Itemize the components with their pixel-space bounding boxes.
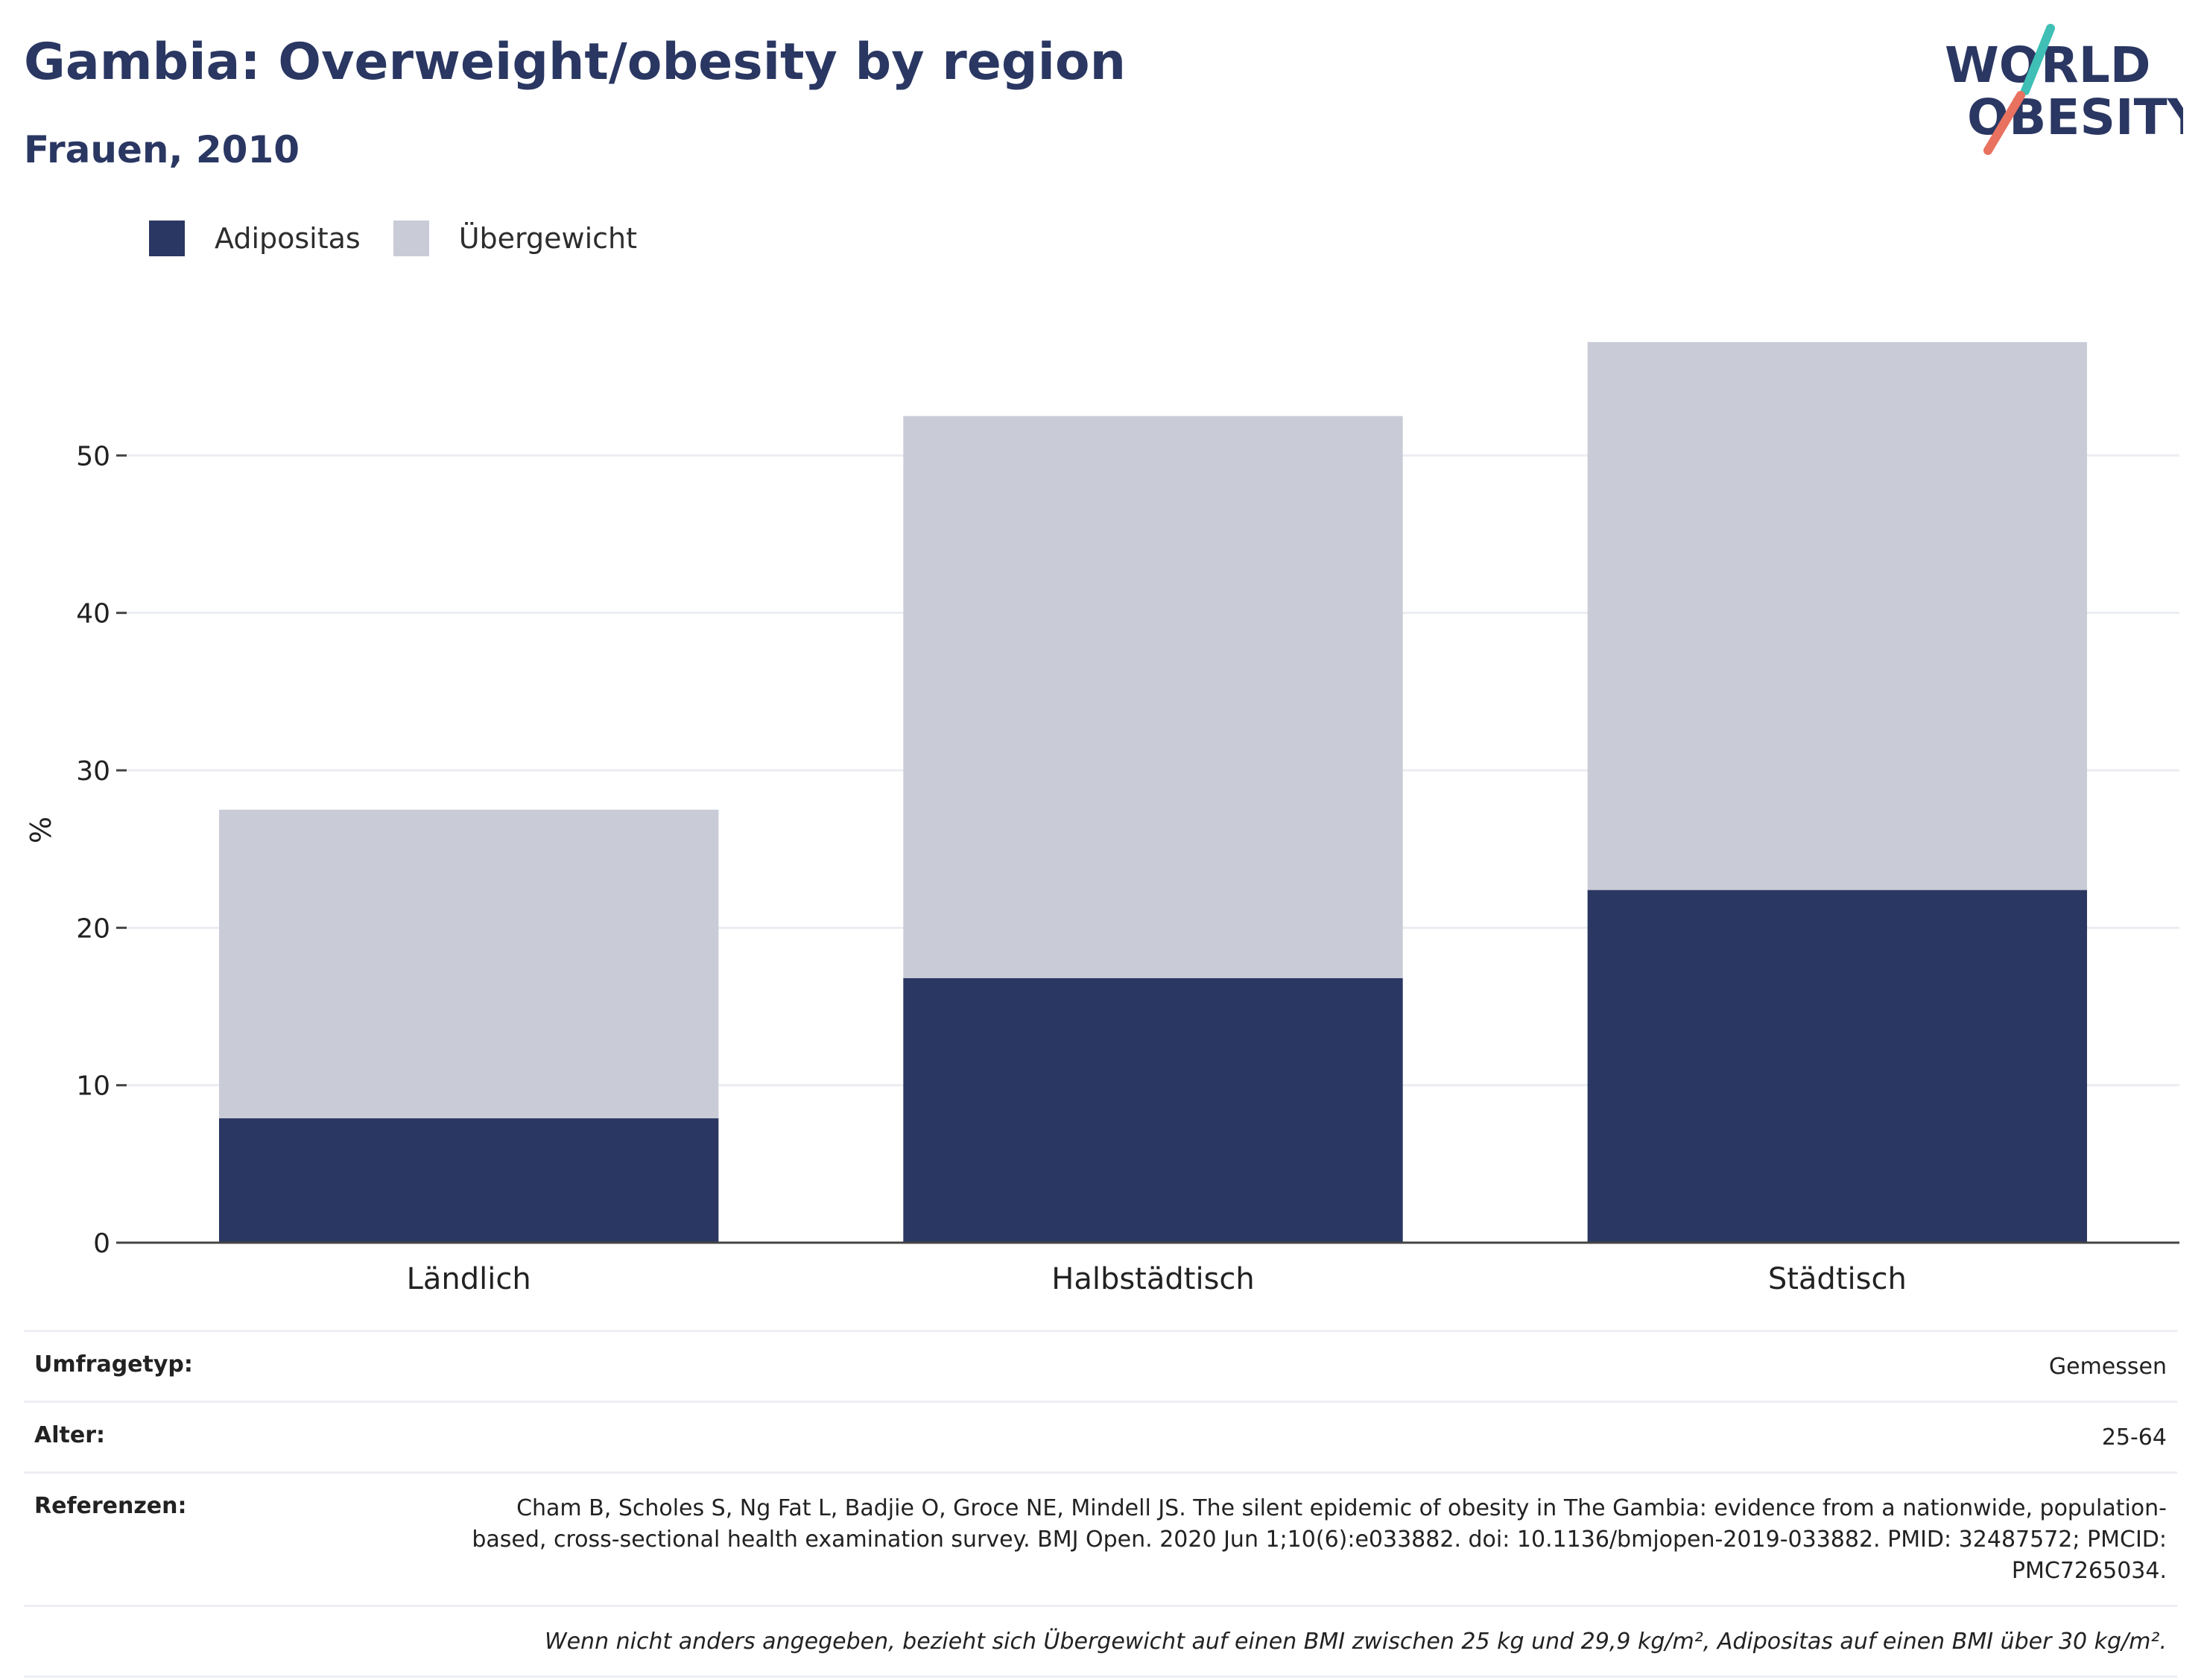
y-axis-ticks: 0 10 20 30 40 50 bbox=[76, 441, 127, 1259]
chart-legend: Adipositas Übergewicht bbox=[149, 221, 670, 256]
legend-item-obesity[interactable]: Adipositas bbox=[149, 221, 361, 256]
meta-row-survey-type: Umfragetyp: Gemessen bbox=[24, 1332, 2177, 1403]
world-obesity-logo: WORLD OBESITY bbox=[1945, 24, 2183, 155]
y-tick-label: 20 bbox=[76, 913, 110, 944]
logo-slash-teal bbox=[2021, 24, 2055, 95]
bar-obesity[interactable] bbox=[903, 977, 1403, 1243]
meta-row-note: Wenn nicht anders angegeben, bezieht sic… bbox=[24, 1607, 2177, 1678]
definition-note: Wenn nicht anders angegeben, bezieht sic… bbox=[544, 1629, 2167, 1655]
y-tick-label: 0 bbox=[93, 1229, 110, 1259]
bars bbox=[218, 342, 2088, 1243]
x-tick-label: Städtisch bbox=[1768, 1262, 1907, 1296]
chart-title: Gambia: Overweight/obesity by region bbox=[24, 33, 1126, 92]
age-label: Alter: bbox=[34, 1422, 105, 1448]
y-tick-label: 50 bbox=[76, 441, 110, 472]
legend-label-overweight: Übergewicht bbox=[458, 222, 637, 255]
meta-row-age: Alter: 25-64 bbox=[24, 1403, 2177, 1474]
y-axis-label: % bbox=[25, 817, 57, 843]
survey-type-value: Gemessen bbox=[2048, 1354, 2167, 1380]
x-axis-ticks: Ländlich Halbstädtisch Städtisch bbox=[407, 1262, 1907, 1296]
legend-item-overweight[interactable]: Übergewicht bbox=[393, 221, 637, 256]
y-tick-label: 40 bbox=[76, 599, 110, 630]
chart-subtitle: Frauen, 2010 bbox=[24, 128, 300, 171]
logo-slash-coral bbox=[1983, 91, 2025, 155]
legend-label-obesity: Adipositas bbox=[215, 222, 361, 255]
stacked-bar-chart: 0 10 20 30 40 50 Ländlich Halbstädtisch Städtis… bbox=[25, 342, 2179, 1296]
references-label: Referenzen: bbox=[34, 1493, 187, 1519]
y-tick-label: 10 bbox=[76, 1071, 110, 1102]
bar-overweight[interactable] bbox=[1587, 342, 2088, 890]
bar-obesity[interactable] bbox=[218, 1118, 719, 1243]
age-value: 25-64 bbox=[2101, 1424, 2167, 1451]
legend-swatch-overweight bbox=[393, 221, 429, 256]
references-value: Cham B, Scholes S, Ng Fat L, Badjie O, G… bbox=[472, 1495, 2167, 1584]
y-tick-label: 30 bbox=[76, 756, 110, 787]
x-tick-label: Halbstädtisch bbox=[1051, 1262, 1255, 1296]
legend-swatch-obesity bbox=[149, 221, 185, 256]
x-tick-label: Ländlich bbox=[407, 1262, 531, 1296]
bar-overweight[interactable] bbox=[218, 809, 719, 1119]
meta-row-references: Referenzen: Cham B, Scholes S, Ng Fat L,… bbox=[24, 1474, 2177, 1607]
metadata-table: Umfragetyp: Gemessen Alter: 25-64 Refere… bbox=[24, 1330, 2177, 1678]
bar-overweight[interactable] bbox=[903, 416, 1403, 978]
survey-type-label: Umfragetyp: bbox=[34, 1351, 193, 1378]
bar-obesity[interactable] bbox=[1587, 890, 2088, 1243]
